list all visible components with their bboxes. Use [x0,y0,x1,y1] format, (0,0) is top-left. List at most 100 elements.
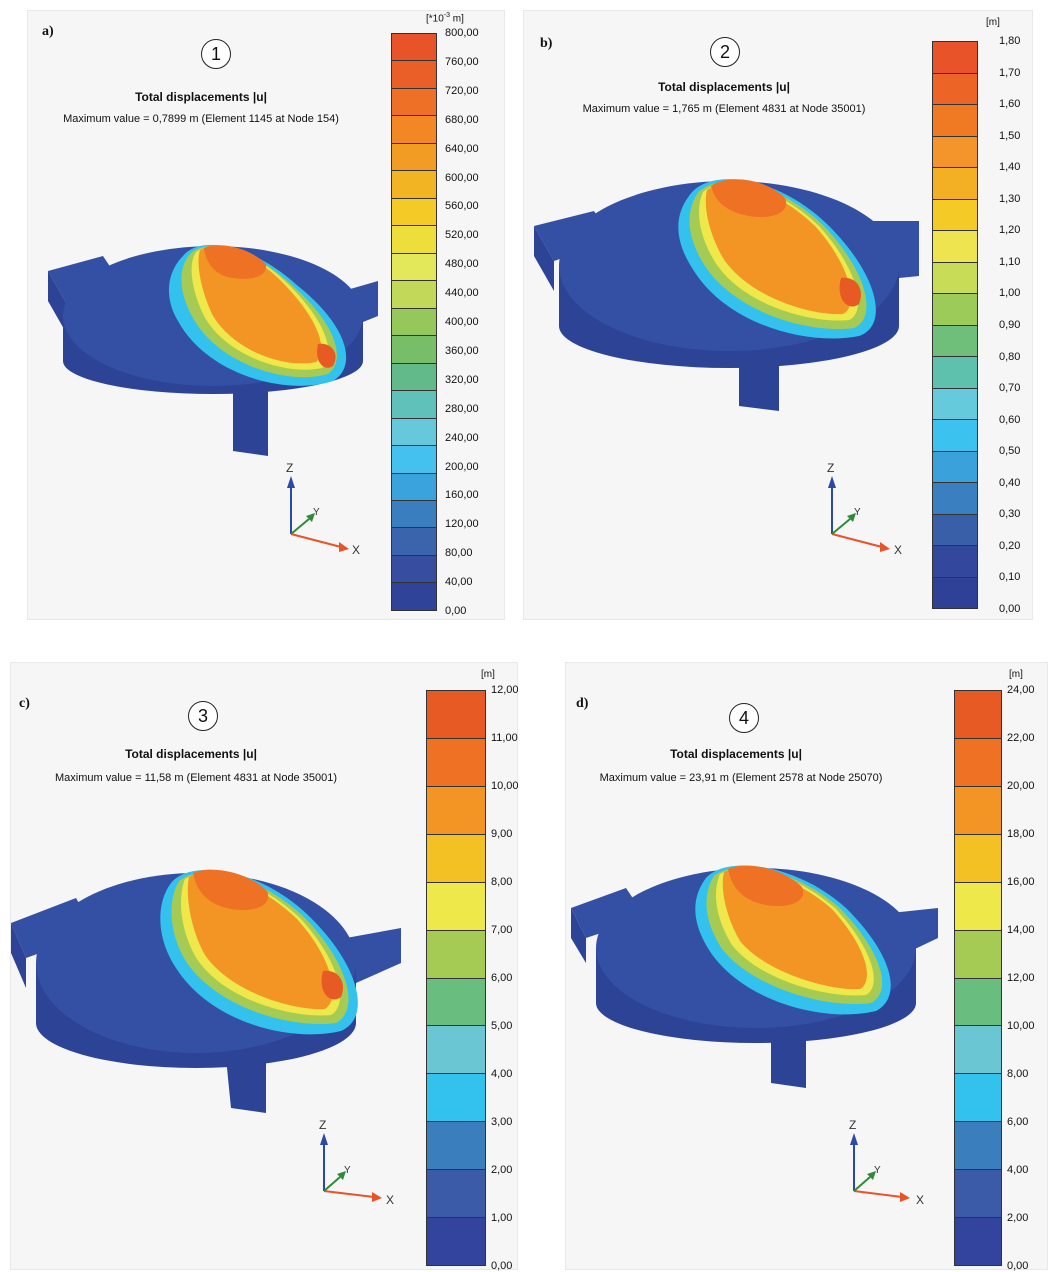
legend-swatch [392,528,436,556]
axis-y-label: Y [344,1165,351,1176]
legend-swatch [933,42,977,74]
legend-tick-label: 3,00 [491,1116,513,1128]
legend-swatch [427,691,485,739]
legend-swatch [392,226,436,254]
legend-tick-label: 24,00 [1007,684,1035,696]
panel-number: 1 [201,39,231,69]
legend-tick-label: 10,00 [491,780,519,792]
legend-swatch [933,294,977,326]
legend-swatch [427,1218,485,1266]
axis-z-label: Z [827,461,834,475]
legend-tick-label: 20,00 [1007,780,1035,792]
model-view [48,244,378,456]
legend-swatch [392,363,436,392]
legend-swatch [933,168,977,200]
legend-tick-label: 4,00 [491,1068,513,1080]
panel-subtitle: Maximum value = 11,58 m (Element 4831 at… [55,772,337,784]
axis-y-label: Y [313,507,320,518]
legend-unit: [*10-3 m] [426,12,464,25]
legend-tick-label: 480,00 [445,258,479,271]
panel-b: b) 2 Total displacements |u| Maximum val… [523,10,1033,620]
panel-number: 3 [188,701,218,731]
legend-tick-label: 40,00 [445,576,473,589]
legend-tick-label: 280,00 [445,402,479,415]
legend-swatch [427,1026,485,1075]
legend-swatch [392,555,436,584]
legend-swatch [392,198,436,227]
legend-swatch [392,281,436,309]
legend-tick-label: 240,00 [445,431,479,444]
axis-z-label: Z [319,1118,326,1132]
legend-swatch [392,308,436,337]
legend-tick-label: 600,00 [445,171,479,184]
axis-triad: Z Y X [849,1118,924,1207]
legend-swatch [427,882,485,931]
legend-swatch [933,577,977,608]
legend-tick-label: 80,00 [445,547,473,560]
panel-c: c) 3 Total displacements |u| Maximum val… [10,662,519,1272]
model-view [11,869,401,1113]
legend-swatch [933,546,977,578]
legend-tick-label: 6,00 [1007,1116,1029,1128]
legend-swatch [933,483,977,515]
legend-tick-label: 800,00 [445,27,479,39]
axis-triad: Z Y X [286,461,360,557]
legend-tick-label: 9,00 [491,828,513,840]
legend-swatch [955,786,1001,835]
legend-swatch [427,930,485,979]
panel-subtitle: Maximum value = 0,7899 m (Element 1145 a… [63,113,339,125]
axis-y-label: Y [854,507,861,518]
legend-unit: [m] [1009,669,1023,680]
legend-swatch [933,451,977,483]
panel-letter: a) [42,24,54,39]
legend-unit: [m] [481,669,495,680]
legend-tick-label: 0,30 [999,508,1021,521]
panel-number: 2 [710,37,740,67]
legend-tick-label: 120,00 [445,518,479,531]
legend-tick-label: 0,40 [999,476,1021,489]
legend-tick-label: 0,70 [999,382,1021,395]
legend-swatch [955,1122,1001,1171]
legend-tick-label: 8,00 [491,876,513,888]
legend-tick-label: 4,00 [1007,1164,1029,1176]
legend-swatch [392,34,436,62]
legend-tick-label: 5,00 [491,1020,513,1032]
legend-tick-label: 640,00 [445,142,479,155]
legend-tick-label: 0,10 [999,571,1021,584]
legend-swatch [933,357,977,389]
legend-tick-label: 16,00 [1007,876,1035,888]
legend-tick-label: 11,00 [491,732,518,744]
axis-triad: Z Y X [319,1118,394,1207]
axis-x-label: X [386,1193,394,1207]
panel-subtitle: Maximum value = 23,91 m (Element 2578 at… [599,772,883,784]
legend-tick-label: 200,00 [445,460,479,473]
legend-tick-label: 360,00 [445,344,479,357]
legend-swatch [955,691,1001,739]
legend-swatch [427,1122,485,1171]
legend-tick-label: 0,00 [491,1260,513,1272]
legend-tick-label: 1,30 [999,192,1021,205]
legend-tick-label: 0,00 [999,603,1021,615]
axis-triad: Z Y X [827,461,902,557]
color-legend [426,690,486,1266]
legend-swatch [933,420,977,452]
legend-swatch [933,73,977,105]
axis-z-label: Z [849,1118,856,1132]
legend-tick-label: 12,00 [1007,972,1035,984]
legend-swatch [933,514,977,546]
legend-tick-label: 1,40 [999,161,1021,174]
model-view [534,179,919,411]
legend-tick-label: 7,00 [491,924,513,936]
legend-tick-label: 2,00 [491,1164,513,1176]
legend-swatch [392,473,436,501]
legend-swatch [955,1170,1001,1219]
axis-x-label: X [916,1193,924,1207]
legend-tick-label: 520,00 [445,229,479,242]
legend-swatch [955,1074,1001,1123]
legend-swatch [392,61,436,89]
legend-tick-label: 0,20 [999,539,1021,552]
legend-tick-label: 320,00 [445,373,479,386]
legend-tick-label: 18,00 [1007,828,1035,840]
legend-tick-label: 0,50 [999,445,1021,458]
legend-tick-label: 1,60 [999,98,1021,111]
